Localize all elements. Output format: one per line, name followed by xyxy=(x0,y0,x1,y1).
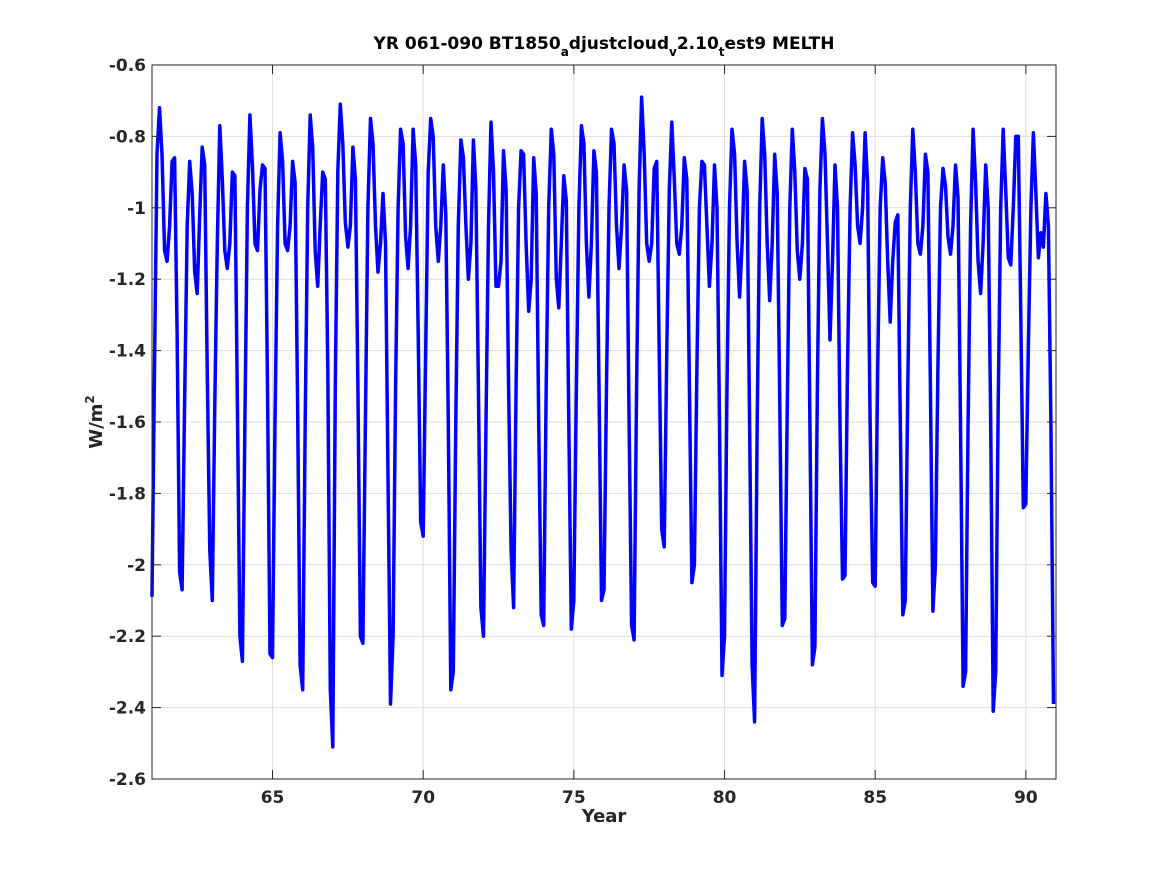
x-tick-label: 85 xyxy=(863,788,887,808)
series-layer xyxy=(150,95,1056,749)
y-tick-label: -1.8 xyxy=(109,484,146,504)
chart-title-part: a xyxy=(561,45,569,59)
x-axis-label: Year xyxy=(581,806,627,827)
chart-title-part: v xyxy=(669,45,677,59)
y-tick-label: -0.6 xyxy=(109,56,146,76)
y-axis-label-superscript: 2 xyxy=(83,395,97,403)
chart-title-part: djustcloud xyxy=(569,34,669,54)
x-tick-label: 65 xyxy=(261,788,285,808)
y-tick-label: -1.2 xyxy=(109,270,146,290)
y-tick-label: -2.6 xyxy=(109,770,146,790)
x-tick-label: 80 xyxy=(713,788,737,808)
chart-title-part: t xyxy=(719,45,725,59)
x-tick-label: 75 xyxy=(562,788,586,808)
x-tick-label: 70 xyxy=(411,788,435,808)
y-tick-label: -1.4 xyxy=(109,342,146,362)
chart-title-part: 2.10 xyxy=(677,34,719,54)
chart-title-part: YR 061-090 BT1850 xyxy=(373,34,561,54)
y-axis-label: W/m2 xyxy=(83,395,107,449)
ticks: -0.6 -0.8 -1 -1.2 -1.4 -1.6 -1.8 -2 -2.2 -2.4 -2.6… xyxy=(109,56,1056,808)
y-tick-label: -1 xyxy=(127,199,146,219)
x-tick-label: 90 xyxy=(1014,788,1038,808)
series-line xyxy=(150,95,1056,749)
y-tick-label: -2.4 xyxy=(109,699,146,719)
chart-title: YR 061-090 BT1850adjustcloudv2.10test9 M… xyxy=(373,34,835,59)
y-tick-label: -2.2 xyxy=(109,627,146,647)
y-axis-label-base: W/m xyxy=(86,404,107,449)
y-tick-label: -0.8 xyxy=(109,127,146,147)
y-tick-label: -2 xyxy=(127,556,146,576)
y-tick-label: -1.6 xyxy=(109,413,146,433)
chart-title-part: est9 MELTH xyxy=(725,34,835,54)
